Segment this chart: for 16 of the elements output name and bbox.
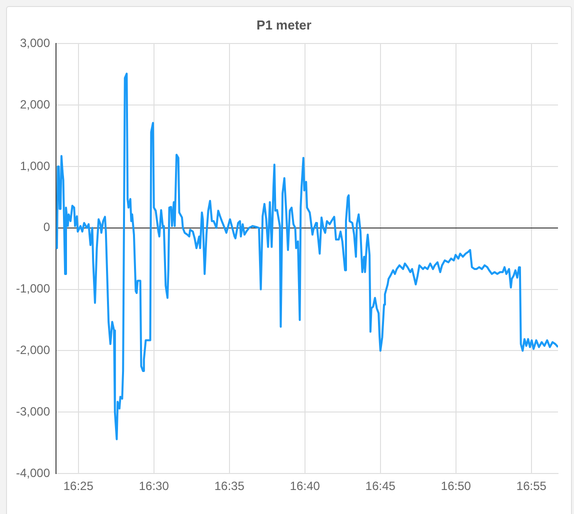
x-tick-label: 16:30 (138, 479, 170, 494)
y-tick-label: 1,000 (20, 158, 50, 173)
x-tick-label: 16:45 (365, 479, 396, 494)
chart-title: P1 meter (256, 17, 312, 32)
y-tick-label: -3,000 (16, 404, 50, 418)
y-tick-label: 3,000 (20, 36, 50, 50)
y-tick-label: -1,000 (16, 282, 50, 296)
x-tick-label: 16:40 (290, 479, 320, 494)
y-tick-label: 2,000 (20, 97, 50, 112)
x-tick-label: 16:50 (440, 479, 472, 494)
y-tick-label: -4,000 (16, 466, 50, 480)
y-tick-label: -2,000 (16, 343, 50, 358)
x-tick-label: 16:35 (214, 479, 245, 494)
x-tick-label: 16:55 (516, 479, 547, 494)
y-tick-label: 0 (43, 220, 50, 234)
x-tick-label: 16:25 (63, 479, 94, 494)
